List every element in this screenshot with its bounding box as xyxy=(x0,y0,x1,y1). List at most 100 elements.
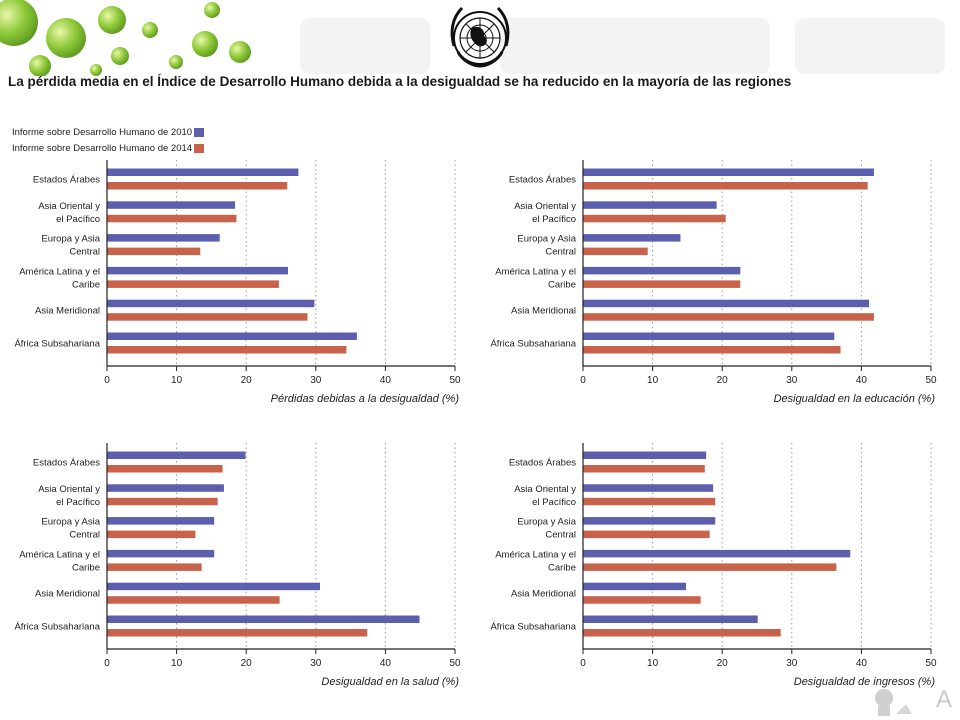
bar-2014 xyxy=(107,465,223,473)
category-label-line: Central xyxy=(69,247,100,258)
legend-label-2010: Informe sobre Desarrollo Humano de 2010 xyxy=(12,126,193,138)
bar-2014 xyxy=(107,182,288,190)
un-emblem-icon xyxy=(450,6,510,68)
x-tick-label: 50 xyxy=(925,375,937,386)
bar-2010 xyxy=(107,615,420,623)
chart-income: Estados Árabes Asia Oriental y el Pacífico… xyxy=(476,443,952,693)
bar-2010 xyxy=(583,332,835,340)
bar-2014 xyxy=(107,497,218,506)
x-tick-label: 30 xyxy=(310,658,322,669)
header-panel xyxy=(500,18,770,74)
category-label: Asia Meridional xyxy=(35,589,100,600)
category-label-line: Estados Árabes xyxy=(509,458,576,469)
bar-2010 xyxy=(583,451,707,459)
x-tick-label: 0 xyxy=(580,658,586,669)
category-label-line: Central xyxy=(545,530,576,541)
bar-2014 xyxy=(583,629,781,637)
bar-2010 xyxy=(107,201,236,209)
x-tick-label: 40 xyxy=(380,375,392,386)
category-label-line: Asia Meridional xyxy=(511,306,576,317)
bar-2010 xyxy=(583,168,874,176)
bar-2014 xyxy=(583,596,701,604)
category-label-line: Asia Oriental y xyxy=(514,484,576,495)
chart-losses: Estados Árabes Asia Oriental y el Pacífico… xyxy=(0,160,476,410)
category-label: Asia Oriental y el Pacífico xyxy=(514,201,576,225)
x-tick-label: 40 xyxy=(380,658,392,669)
category-label: América Latina y el Caribe xyxy=(19,549,100,573)
bar-2014 xyxy=(107,346,347,354)
bar-2010 xyxy=(107,484,224,492)
bar-2014 xyxy=(107,629,368,637)
bar-2014 xyxy=(107,313,308,321)
category-label-line: el Pacífico xyxy=(532,497,576,508)
category-label-line: Europa y Asia xyxy=(41,234,100,245)
category-label-line: Central xyxy=(545,247,576,258)
category-label-line: Asia Oriental y xyxy=(38,484,100,495)
bar-2014 xyxy=(107,214,237,223)
bar-2010 xyxy=(107,451,246,459)
category-label-line: América Latina y el xyxy=(19,266,100,277)
page-title: La pérdida media en el Índice de Desarro… xyxy=(8,74,792,89)
legend-item-2014: Informe sobre Desarrollo Humano de 2014 xyxy=(12,140,204,156)
bar-2010 xyxy=(583,549,851,558)
category-label-line: Europa y Asia xyxy=(41,517,100,528)
x-axis-title: Pérdidas debidas a la desigualdad (%) xyxy=(271,393,460,405)
category-label: Europa y Asia Central xyxy=(517,234,576,258)
x-tick-label: 50 xyxy=(449,375,461,386)
x-tick-label: 10 xyxy=(171,375,183,386)
bar-2014 xyxy=(107,280,279,288)
bar-2014 xyxy=(107,530,196,539)
x-axis-title: Desigualdad de ingresos (%) xyxy=(794,676,936,688)
chart-education: Estados Árabes Asia Oriental y el Pacífico… xyxy=(476,160,952,410)
x-tick-label: 40 xyxy=(856,375,868,386)
legend-item-2010: Informe sobre Desarrollo Humano de 2010 xyxy=(12,124,204,140)
category-label-line: África Subsahariana xyxy=(14,339,100,350)
category-label-line: Caribe xyxy=(72,562,100,573)
x-tick-label: 20 xyxy=(717,375,729,386)
header-panel xyxy=(300,18,430,74)
category-label-line: Europa y Asia xyxy=(517,517,576,528)
category-label-line: América Latina y el xyxy=(495,549,576,560)
x-tick-label: 20 xyxy=(717,658,729,669)
category-label-line: Caribe xyxy=(548,562,576,573)
bar-2010 xyxy=(107,299,315,308)
category-label-line: Estados Árabes xyxy=(509,175,576,186)
category-label-line: América Latina y el xyxy=(19,549,100,560)
category-label-line: el Pacífico xyxy=(532,214,576,225)
bar-2010 xyxy=(107,266,288,275)
chart-svg: Estados Árabes Asia Oriental y el Pacífico… xyxy=(14,443,461,688)
category-label: Asia Meridional xyxy=(511,589,576,600)
category-label: Europa y Asia Central xyxy=(517,517,576,541)
category-label-line: África Subsahariana xyxy=(14,622,100,633)
category-label-line: Estados Árabes xyxy=(33,458,100,469)
bar-2014 xyxy=(583,346,841,354)
category-label-line: África Subsahariana xyxy=(490,339,576,350)
bar-2014 xyxy=(583,280,741,288)
chart-health: Estados Árabes Asia Oriental y el Pacífico… xyxy=(0,443,476,693)
category-label-line: Asia Meridional xyxy=(35,306,100,317)
green-spheres-decoration xyxy=(0,0,251,76)
bar-2010 xyxy=(583,615,758,623)
bar-2010 xyxy=(107,549,215,558)
bar-2014 xyxy=(583,563,837,571)
bar-2010 xyxy=(107,234,220,242)
x-tick-label: 30 xyxy=(786,658,798,669)
chart-svg: Estados Árabes Asia Oriental y el Pacífico… xyxy=(14,160,461,405)
category-label-line: el Pacífico xyxy=(56,214,100,225)
bar-2010 xyxy=(107,332,357,340)
x-tick-label: 10 xyxy=(171,658,183,669)
category-label: Asia Oriental y el Pacífico xyxy=(514,484,576,508)
x-tick-label: 50 xyxy=(449,658,461,669)
bar-2010 xyxy=(583,484,714,492)
x-axis-title: Desigualdad en la educación (%) xyxy=(774,393,936,405)
category-label: África Subsahariana xyxy=(14,339,100,350)
legend-swatch-2010 xyxy=(194,127,204,137)
bar-2014 xyxy=(583,182,868,190)
category-label: América Latina y el Caribe xyxy=(495,266,576,290)
category-label: Estados Árabes xyxy=(509,175,576,186)
bar-2010 xyxy=(583,266,741,275)
x-tick-label: 0 xyxy=(580,375,586,386)
category-label: África Subsahariana xyxy=(14,622,100,633)
corner-letter: A xyxy=(936,686,953,713)
bar-2014 xyxy=(107,247,201,256)
